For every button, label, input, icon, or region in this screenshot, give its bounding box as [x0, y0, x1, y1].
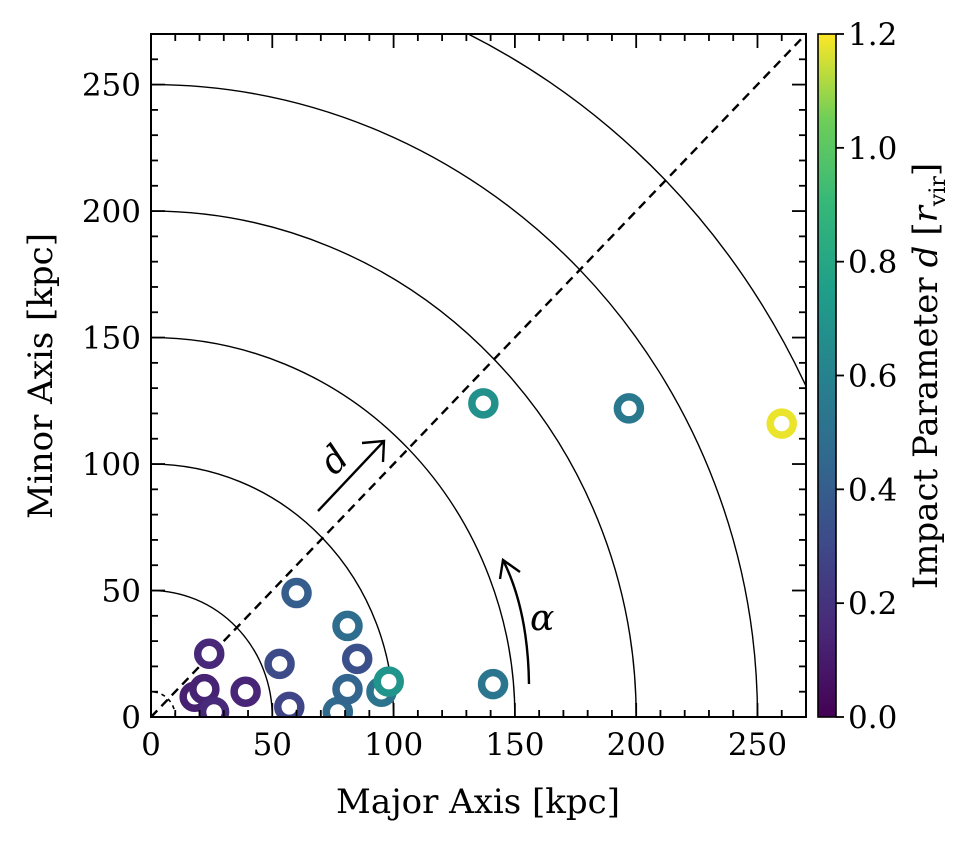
- y-axis-title: Minor Axis [kpc]: [21, 233, 61, 519]
- colorbar-tick-label: 0.6: [848, 359, 897, 395]
- colorbar: 0.0 0.2 0.4 0.6 0.8 1.0 1.2 Impact Parameter d […: [817, 17, 951, 736]
- plot-frame: [150, 33, 807, 718]
- colorbar-tick-label: 0.2: [848, 586, 897, 622]
- scatter-points: [179, 388, 797, 717]
- x-tick-label: 200: [607, 727, 666, 763]
- y-tick-label: 250: [82, 68, 141, 104]
- colorbar-tick-label: 1.2: [848, 17, 897, 53]
- data-point: [468, 388, 499, 419]
- colorbar-title-sub: vir: [926, 176, 951, 207]
- colorbar-title-bracket-open: [: [906, 222, 946, 235]
- colorbar-title-bracket-close: ]: [906, 163, 946, 176]
- colorbar-title-main: Impact Parameter: [906, 277, 946, 590]
- x-tick-label: 100: [364, 727, 423, 763]
- x-tick-label: 150: [485, 727, 544, 763]
- x-tick-label: 50: [253, 727, 292, 763]
- diagonal-dashed-line: [150, 33, 807, 718]
- distance-arc: [466, 34, 806, 388]
- distance-arcs: [151, 34, 806, 717]
- data-point: [332, 673, 363, 705]
- colorbar-title: Impact Parameter d [rvir]: [906, 163, 951, 589]
- distance-arc: [151, 336, 516, 717]
- data-point: [274, 691, 305, 717]
- y-tick-label: 150: [82, 321, 141, 357]
- data-point: [332, 610, 363, 642]
- data-point: [613, 393, 645, 424]
- data-point: [230, 676, 261, 707]
- data-point: [281, 577, 312, 609]
- y-tick-label: 200: [82, 194, 141, 230]
- data-point: [264, 648, 295, 680]
- colorbar-tick-label: 0.4: [848, 472, 897, 508]
- x-tick-label: 250: [728, 727, 787, 763]
- colorbar-title-r: r: [906, 204, 946, 222]
- colorbar-title-symbol: d: [906, 246, 946, 268]
- y-axis-ticks: 0 50 100 150 200 250: [82, 58, 806, 736]
- data-point: [766, 408, 797, 439]
- x-axis-title: Major Axis [kpc]: [336, 782, 620, 822]
- colorbar-tick-label: 0.8: [848, 245, 897, 281]
- d-arrow: [317, 439, 386, 512]
- data-point: [477, 668, 509, 700]
- y-tick-label: 0: [121, 700, 141, 736]
- x-tick-label: 0: [141, 727, 161, 763]
- data-point: [341, 643, 373, 675]
- data-point: [373, 666, 404, 697]
- data-point: [193, 638, 225, 670]
- colorbar-tick-label: 1.0: [848, 131, 897, 167]
- x-axis-ticks: 0 50 100 150 200 250: [141, 34, 787, 763]
- alpha-annotation: α: [530, 598, 554, 639]
- colorbar-ticks: 0.0 0.2 0.4 0.6 0.8 1.0 1.2: [836, 17, 897, 736]
- data-point: [198, 696, 230, 717]
- y-tick-label: 100: [82, 447, 141, 483]
- colorbar-tick-label: 0.0: [848, 700, 897, 736]
- colorbar-gradient: [817, 33, 837, 718]
- alpha-arrow: [498, 557, 531, 685]
- y-tick-label: 50: [102, 574, 141, 610]
